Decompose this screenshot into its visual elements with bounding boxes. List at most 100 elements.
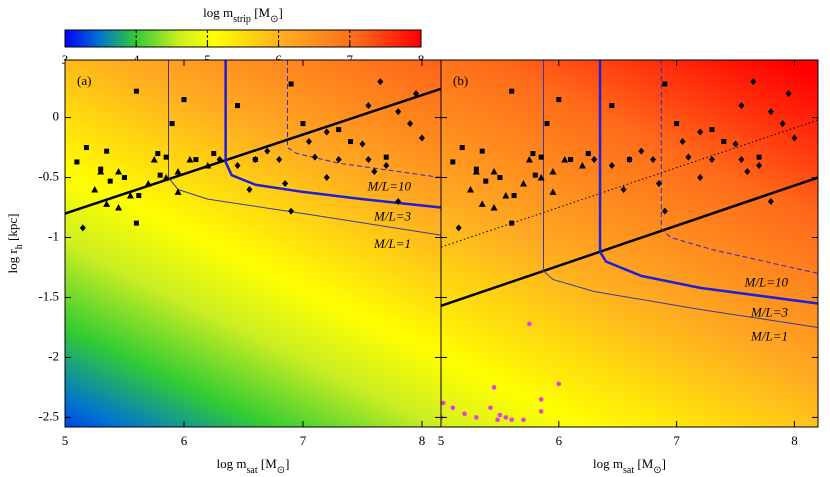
y-tick-label: -1.5 [38,288,59,303]
x-axis-label-part: sat [623,465,634,476]
point [585,151,591,157]
y-tick-label: -1 [48,228,59,243]
point [650,156,657,164]
point [738,156,745,164]
x-axis-label: log msat [M⊙] [593,456,666,476]
x-tick-label: 5 [438,433,445,448]
point [532,172,538,178]
heatmap [441,60,818,427]
point [537,174,545,181]
point [685,153,692,161]
point [181,97,187,103]
point [750,78,757,86]
x-tick-label: 5 [62,433,69,448]
curve-label: M/L=1 [373,236,411,251]
point [150,156,158,163]
point [521,417,526,423]
point [744,168,751,176]
colorbar-tick-label: 6 [275,52,282,67]
point [413,90,420,98]
point [459,145,465,151]
point [311,153,318,161]
point [169,121,175,127]
curve [441,176,818,308]
point [509,220,515,226]
point [709,127,715,133]
point [104,148,110,154]
curve [660,60,818,274]
point [365,156,372,164]
point [282,180,289,188]
curve [224,60,441,209]
point [193,157,199,163]
point [450,159,456,165]
point [544,121,550,127]
point [538,409,544,414]
curve-label: M/L=10 [744,274,789,289]
point [767,108,774,116]
x-axis-label-part: log m [593,456,623,471]
y-axis-label-part: log r [5,249,20,274]
point [491,385,497,390]
heatmap [65,60,441,427]
point [527,321,532,327]
point [418,134,425,142]
point [479,148,485,154]
x-tick-label: 6 [181,433,188,448]
point [174,188,182,195]
point [121,175,127,181]
y-tick-label: -0.5 [38,169,59,184]
point [490,168,498,175]
point [509,88,515,94]
point [767,198,774,206]
point [216,156,223,164]
y-tick-label: -2 [48,348,59,363]
point [497,412,503,418]
point [497,175,503,181]
point [115,168,123,175]
point [503,415,509,420]
point [83,145,89,151]
point [133,88,139,94]
curve-label: M/L=3 [373,209,411,224]
point [538,397,544,402]
point [234,162,241,170]
point [252,156,259,164]
point [556,381,562,387]
point [490,204,498,211]
x-tick-label: 6 [556,433,563,448]
point [679,138,686,146]
point [525,156,533,163]
point [288,81,294,87]
point [662,81,668,87]
point [246,186,253,194]
x-axis-label-part: ] [285,456,289,471]
colorbar-label-part: strip [233,14,251,25]
colorbar-tick-label: 4 [133,52,140,67]
plot-area [441,60,818,423]
point [732,140,739,148]
panel-label: (b) [453,73,468,88]
point [126,192,134,199]
colorbar-label-part: ⊙ [270,14,278,25]
point [549,168,557,175]
frame [440,59,819,428]
point [377,78,384,86]
plot-area [65,60,441,236]
point [74,159,80,165]
point [395,198,402,206]
curve-label: M/L=1 [750,328,788,343]
point [549,188,557,195]
point [103,200,111,207]
curve [65,87,441,215]
point [466,186,474,193]
colorbar-label-part: [M [254,5,270,20]
point [383,162,390,170]
point [474,415,479,420]
point [626,156,633,164]
point [323,174,330,182]
x-tick-label: 8 [791,433,798,448]
point [288,207,295,215]
point [478,200,486,207]
